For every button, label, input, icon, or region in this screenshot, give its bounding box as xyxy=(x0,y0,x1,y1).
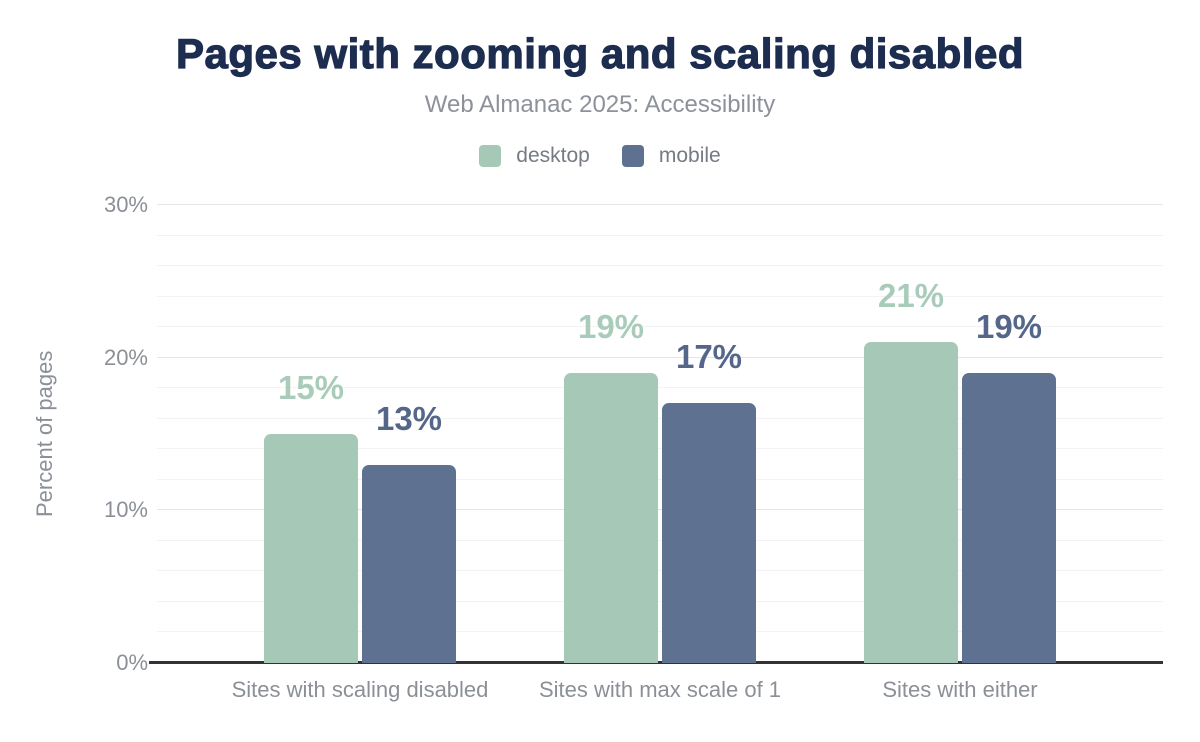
value-label-mobile-0: 13% xyxy=(375,399,443,437)
gridline-minor-8 xyxy=(157,539,1163,541)
legend: desktop mobile xyxy=(0,144,1200,168)
gridline-minor-22 xyxy=(157,326,1163,328)
gridline-minor-16 xyxy=(157,417,1163,419)
x-category-label-2: Sites with either xyxy=(882,677,1038,702)
y-axis-ticks: 0% 10% 20% 30% xyxy=(60,194,148,674)
y-tick-10: 10% xyxy=(103,497,148,523)
value-label-mobile-2: 19% xyxy=(975,307,1043,345)
legend-item-mobile: mobile xyxy=(621,144,721,168)
legend-label-mobile: mobile xyxy=(658,144,721,167)
gridline-major-20 xyxy=(157,356,1163,358)
gridline-major-10 xyxy=(157,509,1163,511)
gridline-minor-2 xyxy=(157,631,1163,633)
plot-area: 15% 19% 21% 13% 17% 19% Sites with scaling dis… xyxy=(149,204,1163,702)
x-category-label-1: Sites with max scale of 1 xyxy=(538,677,782,702)
gridline-minor-26 xyxy=(157,265,1163,267)
legend-swatch-mobile xyxy=(621,145,644,167)
bar-mobile-2 xyxy=(962,372,1056,663)
bar-desktop-0 xyxy=(264,434,358,663)
value-label-mobile-1: 17% xyxy=(675,338,743,376)
gridline-minor-14 xyxy=(157,448,1163,450)
gridline-minor-18 xyxy=(157,387,1163,389)
y-tick-20: 20% xyxy=(103,344,148,370)
legend-swatch-desktop xyxy=(479,145,502,167)
value-label-desktop-1: 19% xyxy=(577,307,645,345)
legend-item-desktop: desktop xyxy=(479,144,590,168)
value-label-desktop-2: 21% xyxy=(877,277,945,315)
value-label-desktop-0: 15% xyxy=(277,369,345,406)
bar-desktop-1 xyxy=(564,372,658,663)
gridline-minor-4 xyxy=(157,600,1163,602)
x-category-label-0: Sites with scaling disabled xyxy=(231,677,489,702)
chart-title: Pages with zooming and scaling disabled xyxy=(175,29,1024,77)
gridline-minor-24 xyxy=(157,295,1163,297)
y-tick-0: 0% xyxy=(116,650,148,675)
gridline-major-30 xyxy=(157,204,1163,205)
gridline-minor-28 xyxy=(157,234,1163,236)
gridline-minor-12 xyxy=(157,478,1163,480)
bar-mobile-1 xyxy=(662,403,756,663)
chart-subtitle: Web Almanac 2025: Accessibility xyxy=(424,91,776,118)
y-tick-30: 30% xyxy=(103,192,148,217)
gridline-minor-6 xyxy=(157,570,1163,572)
legend-label-desktop: desktop xyxy=(516,144,590,167)
y-axis-title: Percent of pages xyxy=(32,350,57,518)
bar-desktop-2 xyxy=(864,342,958,663)
bar-mobile-0 xyxy=(362,464,456,663)
